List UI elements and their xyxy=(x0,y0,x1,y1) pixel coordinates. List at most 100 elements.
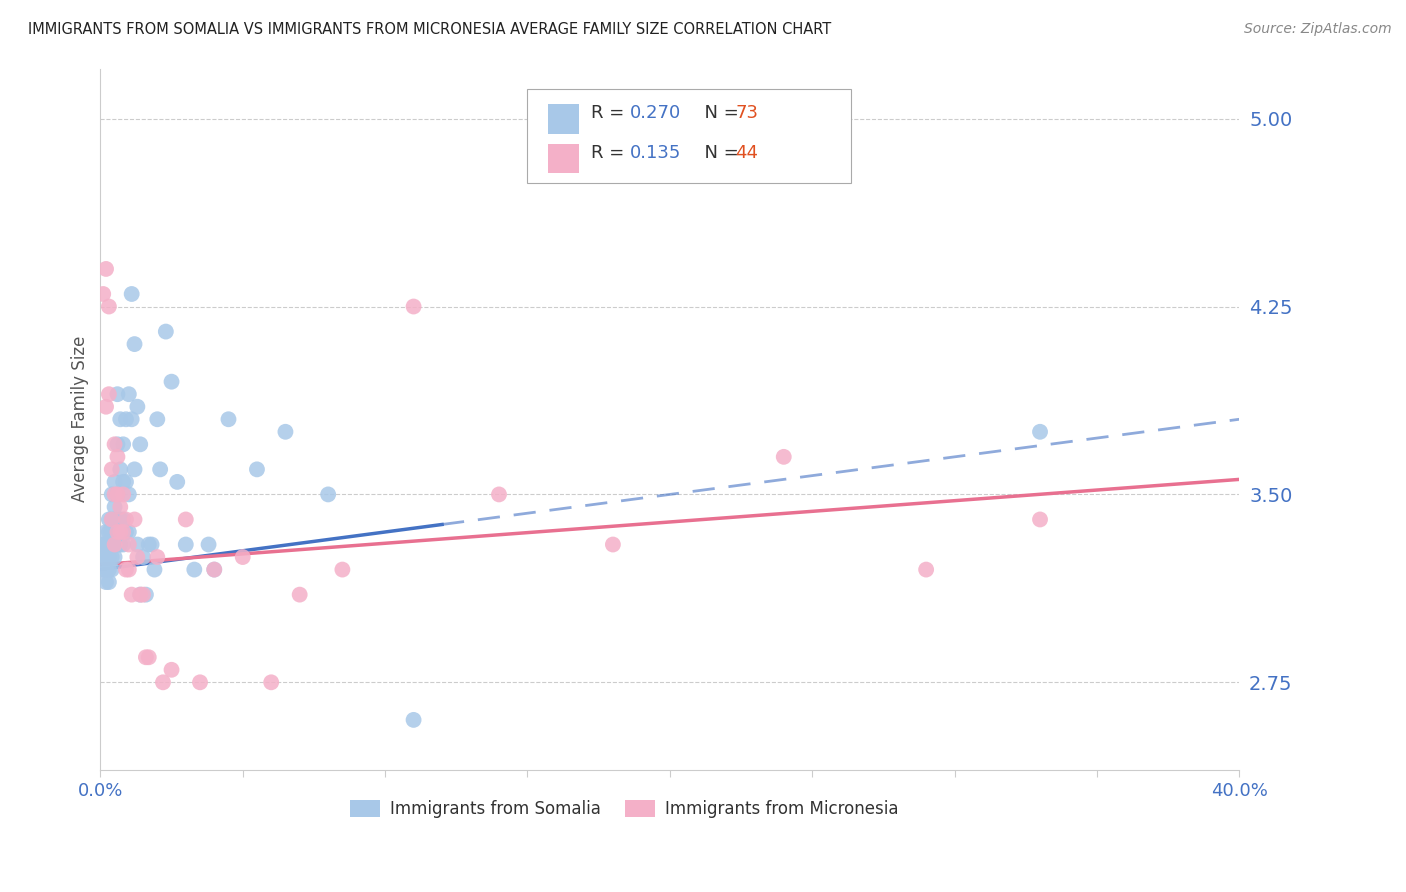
Point xyxy=(160,375,183,389)
Point xyxy=(112,437,135,451)
Point xyxy=(121,287,143,301)
Point xyxy=(772,450,794,464)
Point xyxy=(97,537,120,551)
Text: IMMIGRANTS FROM SOMALIA VS IMMIGRANTS FROM MICRONESIA AVERAGE FAMILY SIZE CORREL: IMMIGRANTS FROM SOMALIA VS IMMIGRANTS FR… xyxy=(28,22,831,37)
Point xyxy=(107,387,129,401)
Point xyxy=(91,537,114,551)
Text: Source: ZipAtlas.com: Source: ZipAtlas.com xyxy=(1244,22,1392,37)
Point xyxy=(118,387,141,401)
Point xyxy=(332,563,354,577)
Point xyxy=(402,300,425,314)
Point xyxy=(115,412,138,426)
Point xyxy=(132,588,155,602)
Point xyxy=(100,524,122,539)
Point xyxy=(97,512,120,526)
Point xyxy=(118,487,141,501)
Point xyxy=(110,500,132,514)
Point xyxy=(97,300,120,314)
Point xyxy=(115,524,138,539)
Point xyxy=(91,563,114,577)
Y-axis label: Average Family Size: Average Family Size xyxy=(72,336,89,502)
Point xyxy=(103,437,125,451)
Point xyxy=(146,549,169,564)
Text: 44: 44 xyxy=(735,144,758,161)
Point xyxy=(402,713,425,727)
Point xyxy=(100,537,122,551)
Point xyxy=(118,524,141,539)
Point xyxy=(166,475,188,489)
Point xyxy=(197,537,219,551)
Point xyxy=(915,563,938,577)
Text: R =: R = xyxy=(591,144,636,161)
Point xyxy=(103,487,125,501)
Point xyxy=(152,675,174,690)
Point xyxy=(218,412,240,426)
Text: 0.135: 0.135 xyxy=(630,144,682,161)
Point xyxy=(112,524,135,539)
Point xyxy=(91,287,114,301)
Point xyxy=(103,475,125,489)
Point xyxy=(94,537,117,551)
Text: 73: 73 xyxy=(735,104,758,122)
Point xyxy=(1029,425,1052,439)
Point xyxy=(174,537,197,551)
Point xyxy=(149,462,172,476)
Point xyxy=(135,588,157,602)
Legend: Immigrants from Somalia, Immigrants from Micronesia: Immigrants from Somalia, Immigrants from… xyxy=(343,793,905,825)
Point xyxy=(103,537,125,551)
Point xyxy=(288,588,311,602)
Point xyxy=(110,512,132,526)
Point xyxy=(100,549,122,564)
Point xyxy=(94,563,117,577)
Point xyxy=(103,512,125,526)
Point xyxy=(129,588,152,602)
Point xyxy=(110,412,132,426)
Point xyxy=(94,262,117,277)
Point xyxy=(97,524,120,539)
Point xyxy=(91,549,114,564)
Text: R =: R = xyxy=(591,104,630,122)
Point xyxy=(188,675,211,690)
Point xyxy=(94,524,117,539)
Point xyxy=(110,524,132,539)
Point xyxy=(112,537,135,551)
Point xyxy=(127,549,149,564)
Point xyxy=(107,537,129,551)
Point xyxy=(135,650,157,665)
Point xyxy=(132,549,155,564)
Point xyxy=(202,563,225,577)
Point xyxy=(1029,512,1052,526)
Text: N =: N = xyxy=(693,104,745,122)
Text: 0.270: 0.270 xyxy=(630,104,681,122)
Point xyxy=(97,387,120,401)
Point xyxy=(129,588,152,602)
Point xyxy=(143,563,166,577)
Point xyxy=(112,475,135,489)
Point xyxy=(94,575,117,590)
Point xyxy=(107,437,129,451)
Point xyxy=(146,412,169,426)
Point xyxy=(118,537,141,551)
Point xyxy=(202,563,225,577)
Point xyxy=(115,512,138,526)
Point xyxy=(107,524,129,539)
Point xyxy=(138,650,160,665)
Point xyxy=(121,412,143,426)
Point xyxy=(103,549,125,564)
Point xyxy=(110,537,132,551)
Point xyxy=(118,563,141,577)
Point xyxy=(110,462,132,476)
Point xyxy=(174,512,197,526)
Point xyxy=(100,563,122,577)
Point xyxy=(97,549,120,564)
Point xyxy=(155,325,177,339)
Text: N =: N = xyxy=(693,144,745,161)
Point xyxy=(160,663,183,677)
Point xyxy=(602,537,624,551)
Point xyxy=(107,524,129,539)
Point xyxy=(316,487,339,501)
Point xyxy=(260,675,283,690)
Point xyxy=(127,400,149,414)
Point xyxy=(121,588,143,602)
Point xyxy=(112,487,135,501)
